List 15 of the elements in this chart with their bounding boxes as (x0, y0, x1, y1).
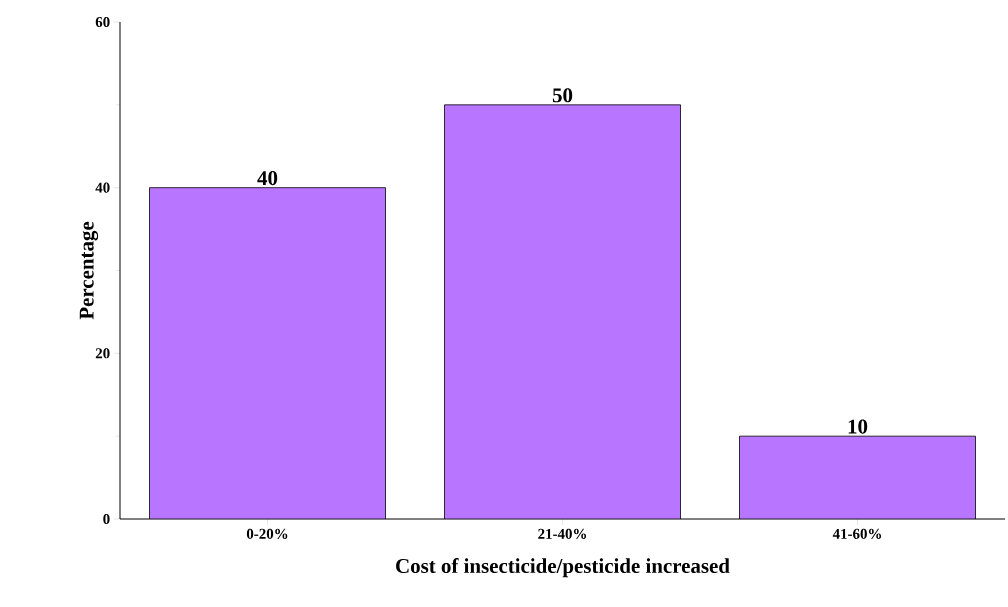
y-tick-label: 20 (95, 348, 110, 359)
y-axis-title: Percentage (79, 221, 99, 320)
x-tick-label: 41-60% (832, 528, 881, 539)
x-axis-title: Cost of insecticide/pesticide increased (396, 558, 730, 578)
data-label: 10 (848, 419, 868, 434)
x-tick-label: 21-40% (538, 528, 586, 539)
bar (739, 435, 976, 519)
x-tick-label: 0-20% (246, 528, 288, 539)
y-tick-label: 40 (95, 182, 110, 193)
bar (444, 104, 681, 519)
data-label: 50 (552, 88, 573, 103)
bar (149, 187, 386, 519)
y-tick-label: 60 (95, 16, 110, 28)
y-tick-label: 0 (103, 513, 110, 525)
data-label: 40 (257, 171, 278, 186)
